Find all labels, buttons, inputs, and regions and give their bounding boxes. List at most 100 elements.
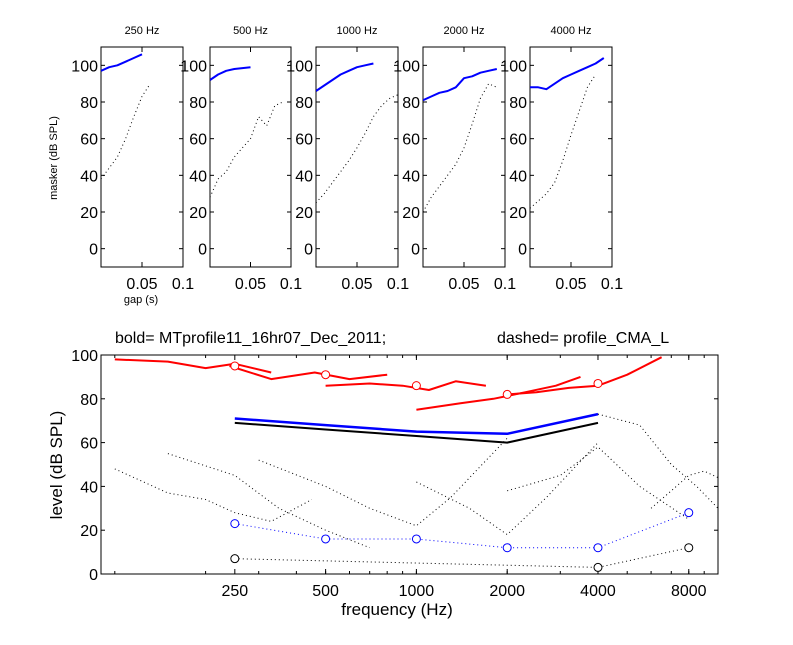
y-tick-label: 20	[509, 205, 527, 222]
x-tick-label: 8000	[671, 583, 707, 600]
panel-title: 2000 Hz	[444, 25, 485, 37]
x-tick-label: 0.1	[387, 276, 409, 293]
dotted-series-line	[167, 453, 370, 549]
y-tick-label: 80	[189, 95, 207, 112]
panel-title: 4000 Hz	[551, 25, 592, 37]
dotted-series-line	[234, 512, 689, 549]
y-tick-label: 40	[402, 168, 420, 185]
series-layer	[423, 68, 498, 213]
panel-title: 250 Hz	[125, 25, 160, 37]
y-tick-label: 40	[509, 168, 527, 185]
solid-series-line	[234, 412, 599, 436]
plot-frame	[100, 354, 719, 575]
y-tick-label: 0	[411, 242, 420, 259]
y-tick-label: 60	[295, 132, 313, 149]
y-tick-label: 100	[71, 58, 98, 75]
data-point-marker	[684, 543, 694, 553]
series-layer	[210, 66, 284, 198]
dotted-series-line	[416, 442, 599, 536]
x-tick-label: 4000	[580, 583, 616, 600]
panel-4000hz: 4000 Hz 0 20 40 60 80 100 0.05 0.1	[500, 25, 623, 293]
y-tick-label: 0	[198, 242, 207, 259]
series-layer	[316, 62, 398, 204]
panel-frequency-profile: 0 20 40 60 80 100 250 500 1000 2000 4000 8000	[71, 348, 719, 600]
y-tick-label: 100	[180, 58, 207, 75]
bottom-xlabel: frequency (Hz)	[341, 600, 452, 619]
series-layer	[101, 53, 151, 180]
solid-series-line	[210, 66, 251, 81]
y-tick-label: 0	[89, 567, 98, 584]
y-tick-label: 0	[304, 242, 313, 259]
y-tick-label: 80	[295, 95, 313, 112]
data-point-marker	[230, 361, 240, 371]
data-point-marker	[321, 534, 331, 544]
y-tick-label: 80	[509, 95, 527, 112]
data-point-marker	[321, 370, 331, 380]
y-tick-label: 20	[402, 205, 420, 222]
y-tick-label: 40	[295, 168, 313, 185]
y-tick-label: 20	[189, 205, 207, 222]
y-tick-label: 0	[89, 242, 98, 259]
dotted-series-line	[101, 83, 151, 180]
solid-series-line	[423, 68, 498, 102]
x-tick-label: 250	[221, 583, 248, 600]
panel-500hz: 500 Hz 0 20 40 60 80 100 0.05 0.1	[180, 25, 302, 293]
top-ylabel: masker (dB SPL)	[48, 116, 60, 200]
y-tick-label: 100	[393, 58, 420, 75]
solid-series-line	[507, 356, 663, 396]
bottom-title-right: dashed= profile_CMA_L	[497, 330, 669, 347]
y-tick-label: 80	[80, 95, 98, 112]
solid-series-line	[114, 358, 272, 374]
data-point-marker	[593, 378, 603, 388]
dotted-series-line	[423, 83, 498, 213]
data-point-marker	[502, 543, 512, 553]
y-tick-label: 40	[80, 168, 98, 185]
solid-series-line	[229, 365, 388, 381]
dotted-series-line	[507, 446, 690, 520]
solid-series-line	[101, 53, 143, 72]
y-tick-label: 80	[402, 95, 420, 112]
x-tick-label: 0.1	[172, 276, 194, 293]
data-point-marker	[230, 554, 240, 564]
data-point-marker	[593, 562, 603, 572]
panel-1000hz: 1000 Hz 0 20 40 60 80 100 0.05 0.1	[286, 25, 409, 293]
y-tick-label: 40	[189, 168, 207, 185]
solid-series-line	[234, 421, 599, 444]
panel-250hz: 250 Hz 0 20 40 60 80 100 0.05 0.1	[71, 25, 194, 293]
dotted-series-line	[114, 468, 313, 522]
data-point-marker	[411, 381, 421, 391]
y-tick-label: 20	[80, 205, 98, 222]
dotted-series-line	[316, 94, 398, 204]
x-tick-label: 0.05	[235, 276, 266, 293]
x-tick-label: 2000	[489, 583, 525, 600]
x-tick-label: 0.05	[126, 276, 157, 293]
x-tick-label: 0.05	[448, 276, 479, 293]
dotted-series-line	[530, 74, 597, 209]
bottom-title-left: bold= MTprofile11_16hr07_Dec_2011;	[115, 330, 386, 347]
y-tick-label: 100	[286, 58, 313, 75]
data-point-marker	[230, 519, 240, 529]
y-tick-label: 100	[500, 58, 527, 75]
x-tick-label: 0.05	[341, 276, 372, 293]
data-point-marker	[411, 534, 421, 544]
data-point-marker	[593, 543, 603, 553]
panel-title: 1000 Hz	[337, 25, 378, 37]
top-xlabel: gap (s)	[124, 294, 158, 306]
solid-series-line	[530, 57, 605, 91]
y-tick-label: 60	[80, 132, 98, 149]
x-tick-label: 0.1	[494, 276, 516, 293]
panel-title: 500 Hz	[233, 25, 268, 37]
series-layer	[530, 57, 605, 209]
y-tick-label: 0	[518, 242, 527, 259]
bottom-ylabel: level (dB SPL)	[47, 411, 66, 520]
x-tick-label: 0.1	[601, 276, 623, 293]
y-tick-label: 100	[71, 348, 98, 365]
panel-2000hz: 2000 Hz 0 20 40 60 80 100 0.05 0.1	[393, 25, 516, 293]
y-tick-label: 60	[189, 132, 207, 149]
y-tick-label: 40	[80, 479, 98, 496]
y-tick-label: 60	[509, 132, 527, 149]
dotted-series-line	[597, 413, 718, 509]
y-tick-label: 80	[80, 392, 98, 409]
